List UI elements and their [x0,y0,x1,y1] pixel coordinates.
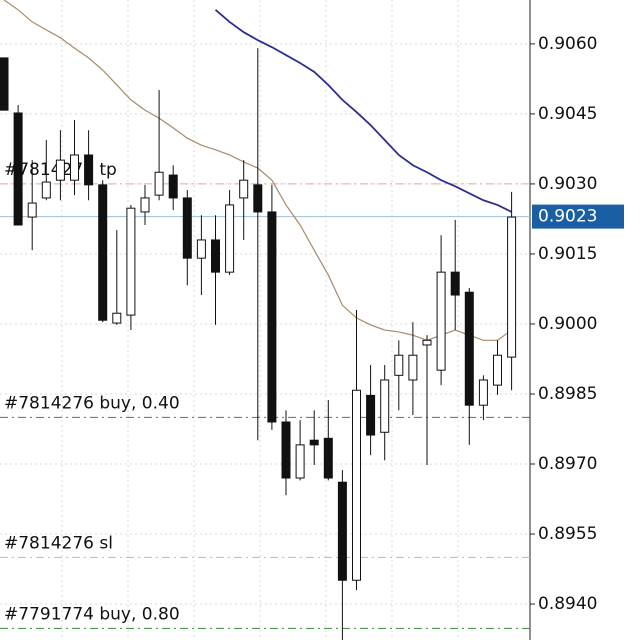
y-tick-label: 0.9045 [538,104,597,124]
candle-body [436,271,446,371]
candle-body [478,379,488,406]
candle-body [493,354,502,386]
candle-body [13,112,23,226]
candle-body [70,154,79,181]
candle-body [267,211,277,423]
candle-body [55,159,65,181]
candle-body [112,312,122,324]
order-label: #7814276 buy, 0.40 [4,393,180,413]
candle-body [182,197,192,259]
y-tick-label: 0.9030 [538,174,597,194]
candle-body [211,239,220,273]
candle-body [323,437,333,479]
candle-body [41,181,51,199]
candle-body [450,271,460,296]
candle-body [126,207,136,316]
candle-body [380,379,390,433]
candle-body [366,394,376,436]
candle-body [225,204,235,273]
candle-body [239,179,249,199]
current-price-label: 0.9023 [538,207,597,227]
candle-body [422,339,432,346]
candle-body [352,389,361,581]
candle-body [295,444,305,479]
candle-body [154,171,164,196]
moving-average [214,9,513,213]
order-label: #7814276 sl [4,533,113,553]
y-tick-label: 0.8970 [538,454,597,474]
candle-body [253,184,263,213]
y-tick-label: 0.8940 [538,594,597,614]
order-label: #7791774 buy, 0.80 [4,604,180,624]
candle-body [408,354,418,381]
candle-body [507,216,517,358]
v-grid [61,0,459,640]
candle-body [281,421,291,479]
candle-body [168,174,178,199]
candle-body [464,291,474,406]
candle-body [140,197,150,213]
candle-body [0,57,9,111]
candle-body [394,354,404,376]
current-price-box [532,204,624,229]
y-tick-label: 0.8985 [538,384,597,404]
candle-body [309,439,319,446]
y-tick-label: 0.9060 [538,34,597,54]
y-tick-label: 0.9000 [538,314,597,334]
candle-body [98,184,108,321]
candle-body [27,202,37,218]
candle-body [196,239,206,259]
candle-body [337,481,347,581]
y-tick-label: 0.9015 [538,244,597,264]
candle-body [84,154,94,186]
y-tick-label: 0.8955 [538,524,597,544]
